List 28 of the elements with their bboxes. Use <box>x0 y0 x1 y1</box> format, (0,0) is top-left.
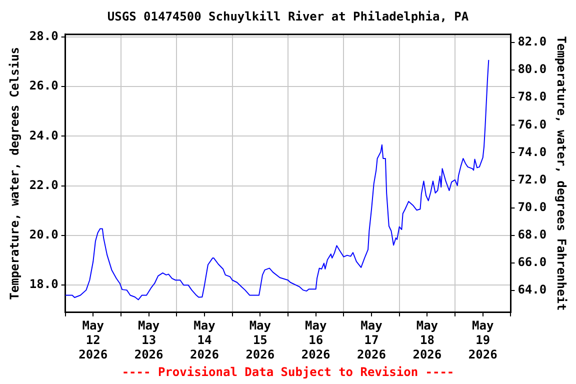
x-tick-label: May 18 2026 <box>412 318 442 362</box>
x-tick-label: May 12 2026 <box>78 318 108 362</box>
y-tick-label: 26.0 <box>29 78 58 93</box>
y2-tick-label: 80.0 <box>518 62 547 76</box>
x-tick-label: May 15 2026 <box>246 318 275 362</box>
y2-tick-label: 78.0 <box>518 90 547 104</box>
chart-title: USGS 01474500 Schuylkill River at Philadelphia, PA <box>107 9 470 24</box>
y2-tick-label: 76.0 <box>518 117 547 132</box>
x-tick-label: May 14 2026 <box>190 318 219 362</box>
x-tick-label: May 16 2026 <box>301 318 330 362</box>
y2-tick-label: 70.0 <box>518 200 547 214</box>
x-tick-label: May 19 2026 <box>468 318 498 362</box>
y-tick-label: 28.0 <box>29 29 58 44</box>
text: ---- Provisional Data Subject to Revision ---- <box>122 364 454 379</box>
y-tick-label: 20.0 <box>29 228 58 242</box>
y2-axis-title: Temperature, water, degrees Fahrenheit <box>554 36 569 311</box>
y2-tick-label: 74.0 <box>518 144 547 159</box>
y-axis-title: Temperature, water, degrees Celsius <box>7 46 22 300</box>
y2-tick-label: 64.0 <box>518 282 547 297</box>
y2-tick-label: 72.0 <box>518 172 547 186</box>
y2-tick-label: 82.0 <box>518 34 547 49</box>
x-tick-label: May 17 2026 <box>357 318 386 362</box>
x-tick-label: May 13 2026 <box>134 318 164 362</box>
y2-tick-label: 66.0 <box>518 255 547 270</box>
y2-tick-label: 68.0 <box>518 228 547 242</box>
y-tick-label: 24.0 <box>29 128 58 142</box>
y-tick-label: 22.0 <box>29 178 58 192</box>
y-tick-label: 18.0 <box>29 277 58 292</box>
